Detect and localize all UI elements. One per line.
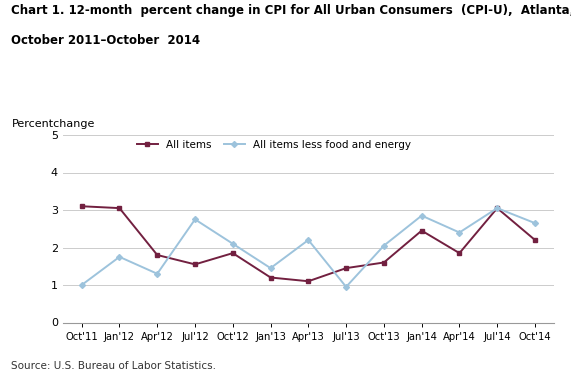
All items less food and energy [192, 217, 199, 222]
All items [192, 262, 199, 267]
All items less food and energy [154, 272, 160, 276]
All items [418, 228, 425, 233]
All items [305, 279, 312, 284]
All items [343, 266, 349, 270]
Legend: All items, All items less food and energy: All items, All items less food and energ… [137, 140, 411, 150]
All items [380, 260, 387, 265]
All items less food and energy [380, 243, 387, 248]
All items [78, 204, 85, 209]
Line: All items: All items [79, 204, 537, 284]
All items [116, 206, 123, 210]
All items less food and energy [230, 242, 236, 246]
All items less food and energy [418, 213, 425, 218]
All items [230, 251, 236, 255]
All items [267, 275, 274, 280]
All items less food and energy [532, 221, 538, 225]
All items less food and energy [305, 238, 312, 242]
All items [494, 206, 501, 210]
All items less food and energy [267, 266, 274, 270]
All items less food and energy [78, 283, 85, 287]
All items [532, 238, 538, 242]
All items [456, 251, 463, 255]
All items less food and energy [456, 230, 463, 235]
All items less food and energy [116, 255, 123, 259]
Text: Percentchange: Percentchange [11, 119, 95, 129]
Line: All items less food and energy: All items less food and energy [79, 206, 537, 289]
Text: Chart 1. 12-month  percent change in CPI for All Urban Consumers  (CPI-U),  Atla: Chart 1. 12-month percent change in CPI … [11, 4, 571, 17]
All items less food and energy [494, 206, 501, 210]
All items less food and energy [343, 285, 349, 289]
Text: Source: U.S. Bureau of Labor Statistics.: Source: U.S. Bureau of Labor Statistics. [11, 361, 216, 371]
Text: October 2011–October  2014: October 2011–October 2014 [11, 34, 200, 47]
All items [154, 253, 160, 257]
